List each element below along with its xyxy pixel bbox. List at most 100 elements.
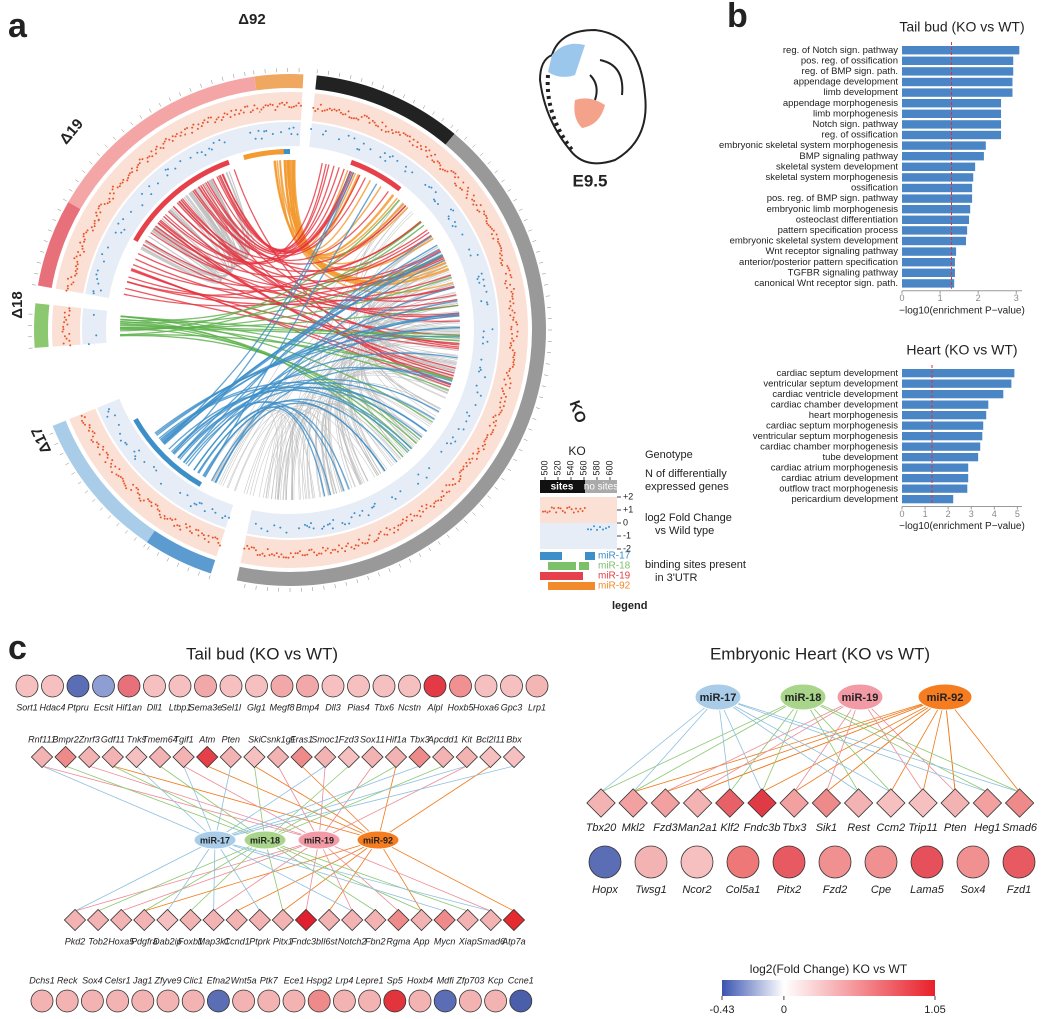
track-tick (89, 161, 93, 165)
fc-dot (147, 498, 150, 501)
track-tick (52, 219, 57, 222)
fc-dot (276, 105, 279, 108)
fc-dot (63, 311, 66, 314)
fc-dot (171, 135, 174, 138)
gene-label: Bbx (506, 734, 522, 744)
fc-dot (203, 510, 206, 513)
fc-dot (492, 229, 495, 232)
regulation-edge (74, 839, 320, 912)
bar (902, 46, 1020, 55)
gene-label: Ccnd1 (224, 936, 250, 946)
fc-dot (297, 102, 300, 105)
fc-dot (202, 534, 205, 537)
fc-dot (387, 130, 390, 133)
fc-dot (263, 555, 266, 558)
fc-dot (70, 283, 73, 286)
fc-dot (85, 231, 88, 234)
chord (182, 235, 432, 463)
colorbar-tick-label: -0.43 (709, 1004, 734, 1016)
legend-dot (559, 507, 562, 510)
bar (902, 474, 969, 483)
fc-dot (436, 160, 439, 163)
fc-dot (226, 113, 229, 116)
fc-dot (207, 534, 210, 537)
fc-dot (365, 115, 368, 118)
gene-label: Atp7a (501, 936, 526, 946)
fc-dot (148, 155, 151, 158)
fc-track (85, 226, 131, 299)
fc-dot (99, 211, 102, 214)
track-tick (139, 115, 143, 119)
category-label: cardiac septum morphogenesis (766, 420, 898, 431)
fc-dot (337, 138, 340, 141)
category-label: reg. of ossification (821, 130, 898, 141)
gene-node (474, 674, 498, 698)
chord (155, 220, 422, 278)
gene-label: Xiap (458, 936, 477, 946)
fc-dot (509, 305, 512, 308)
fc-dot (260, 108, 263, 111)
chord (177, 382, 435, 459)
fc-track (246, 170, 499, 539)
gene-label: Reck (57, 975, 78, 985)
gene-node (372, 674, 396, 698)
chord (307, 395, 423, 499)
fc-dot (350, 516, 353, 519)
regulation-edge (717, 696, 731, 793)
gene-node (78, 745, 101, 769)
regulation-edge (236, 839, 379, 912)
gene-label: Apcdd1 (427, 734, 459, 744)
bar (902, 194, 973, 203)
gene-node (456, 908, 479, 932)
fc-track (156, 504, 226, 557)
fc-dot (273, 554, 276, 557)
fc-dot (379, 530, 382, 533)
fc-dot (476, 209, 479, 212)
chord (156, 315, 460, 437)
gene-node (307, 989, 331, 1013)
track-tick (71, 472, 75, 475)
fc-dot (347, 542, 350, 545)
regulation-edge (264, 839, 376, 912)
fc-dot (197, 529, 200, 532)
genome-segment (37, 202, 81, 288)
fc-dot (474, 403, 477, 406)
gene-node (66, 674, 90, 698)
gene-node (423, 674, 447, 698)
regulation-edge (600, 696, 719, 793)
legend-dot (602, 528, 604, 531)
fc-dot (314, 110, 317, 113)
track-tick (47, 229, 52, 232)
legend-dot (568, 506, 571, 509)
fc-dot (348, 522, 351, 525)
fc-dot (372, 505, 375, 508)
fc-dot (450, 169, 453, 172)
fc-dot (384, 130, 387, 133)
fc-dot (217, 541, 220, 544)
fc-dot (476, 391, 479, 394)
regulation-edge (213, 839, 320, 912)
embryo-drawing (538, 28, 647, 165)
fc-dot (312, 527, 315, 530)
fc-dot (352, 117, 355, 120)
fc-dot (114, 465, 117, 468)
category-label: TGFBR signaling pathway (788, 267, 899, 278)
mir-node (836, 683, 884, 711)
fc-dot (266, 104, 269, 107)
colorbar-tick-label: 0 (781, 1004, 787, 1016)
track-tick (532, 240, 537, 242)
fc-dot (283, 103, 286, 106)
fc-dot (154, 503, 157, 506)
network-title: Embryonic Heart (KO vs WT) (710, 644, 930, 663)
fc-dot (121, 477, 124, 480)
gene-label: Kcp (488, 975, 504, 985)
fc-dot (109, 192, 112, 195)
fc-dot (502, 405, 505, 408)
fc-dot (507, 267, 510, 270)
segment-label: Δ18 (9, 291, 26, 318)
legend-label: in 3'UTR (655, 572, 697, 584)
fc-dot (201, 532, 204, 535)
track-tick (545, 295, 550, 297)
fc-dot (500, 247, 503, 250)
gene-label: Pten (944, 822, 967, 834)
